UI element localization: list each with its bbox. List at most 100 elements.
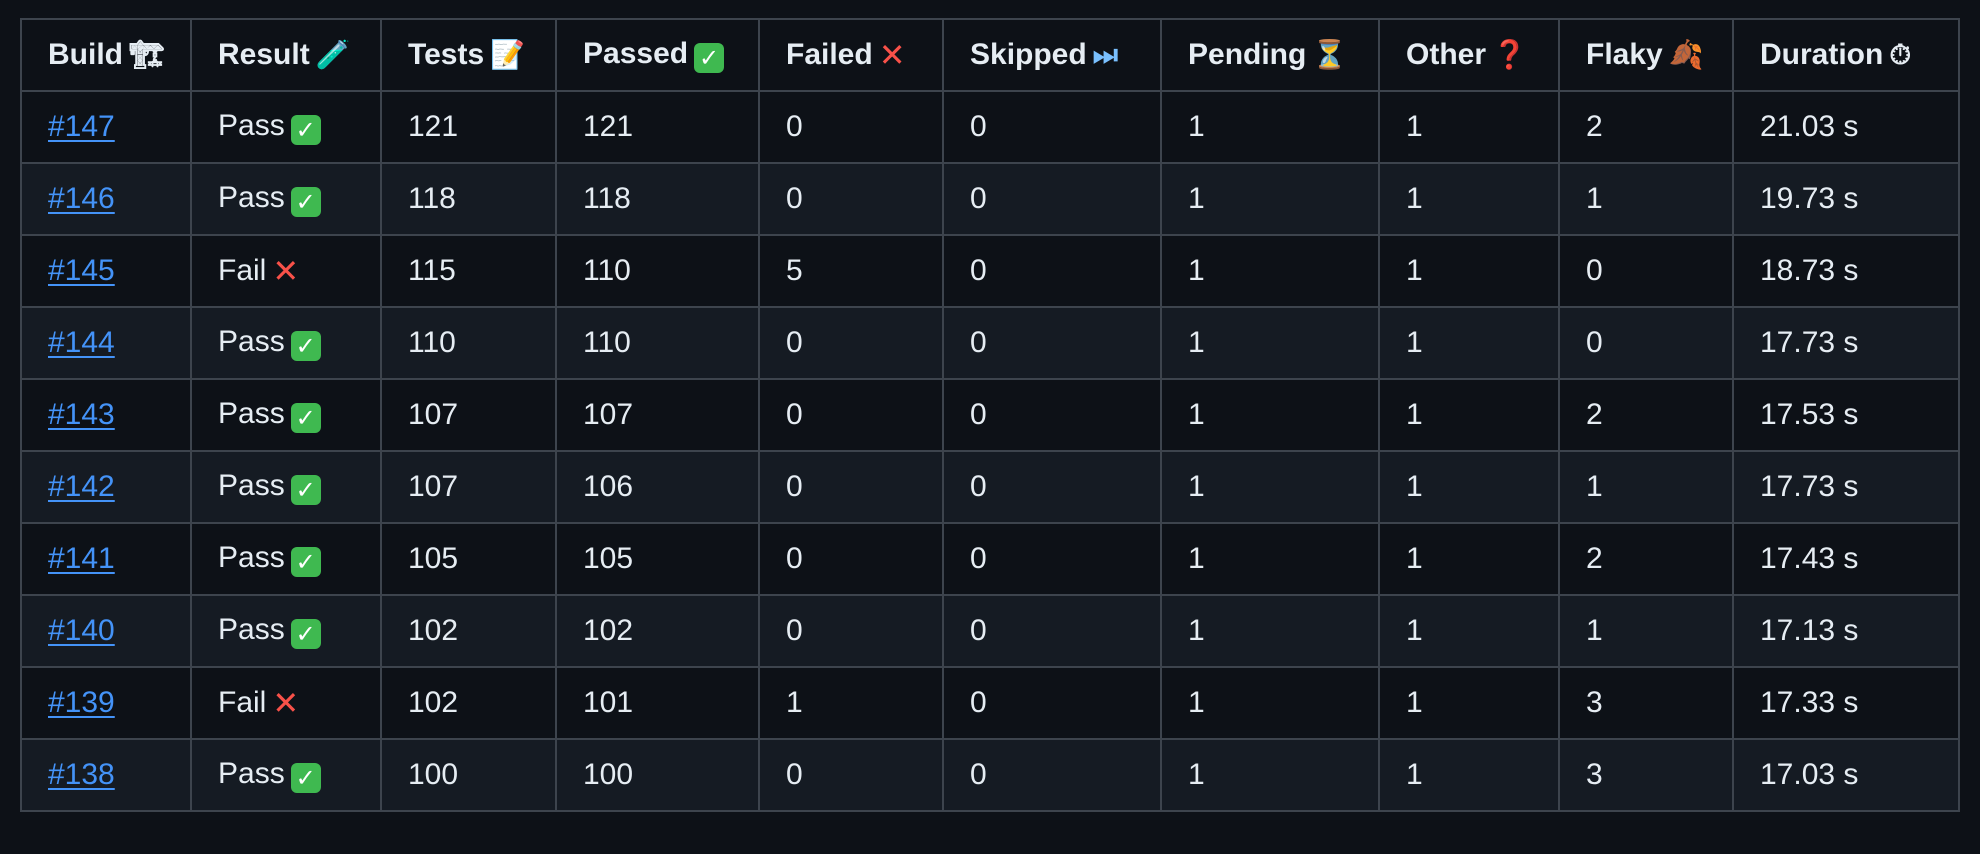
column-header-other: Other ❓ — [1378, 18, 1560, 92]
skipped-cell: 0 — [942, 378, 1162, 452]
pending-cell: 1 — [1160, 594, 1380, 668]
passed-cell: 110 — [555, 234, 760, 308]
build-cell: #139 — [20, 666, 192, 740]
pending-cell: 1 — [1160, 306, 1380, 380]
skipped-cell: 0 — [942, 306, 1162, 380]
column-label: Result — [218, 38, 310, 71]
result-label: Pass — [218, 325, 285, 358]
duration-cell: 18.73 s — [1732, 234, 1960, 308]
result-cell: Pass ✓ — [190, 522, 382, 596]
build-results-panel: Build 🏗 Result 🧪 Tests 📝 Passed ✓ Failed ✕ Sk… — [20, 18, 1960, 812]
failed-cell: 0 — [758, 378, 944, 452]
column-label: Failed — [786, 38, 873, 71]
build-link[interactable]: #147 — [48, 110, 115, 143]
table-row: #142 Pass ✓ 107 106 0 0 1 1 1 17.73 s — [20, 450, 1960, 524]
duration-cell: 17.13 s — [1732, 594, 1960, 668]
tests-cell: 115 — [380, 234, 557, 308]
column-header-failed: Failed ✕ — [758, 18, 944, 92]
build-link[interactable]: #141 — [48, 542, 115, 575]
hourglass-icon: ⏳ — [1312, 38, 1348, 71]
duration-cell: 17.03 s — [1732, 738, 1960, 812]
column-header-tests: Tests 📝 — [380, 18, 557, 92]
passed-cell: 101 — [555, 666, 760, 740]
build-link[interactable]: #146 — [48, 182, 115, 215]
column-header-build: Build 🏗 — [20, 18, 192, 92]
column-label: Flaky — [1586, 38, 1663, 71]
result-cell: Pass ✓ — [190, 306, 382, 380]
result-cell: Pass ✓ — [190, 162, 382, 236]
other-cell: 1 — [1378, 162, 1560, 236]
duration-cell: 17.43 s — [1732, 522, 1960, 596]
result-cell: Pass ✓ — [190, 450, 382, 524]
check-box-icon: ✓ — [694, 43, 725, 73]
result-label: Pass — [218, 469, 285, 502]
table-header: Build 🏗 Result 🧪 Tests 📝 Passed ✓ Failed ✕ Sk… — [20, 18, 1960, 92]
column-header-result: Result 🧪 — [190, 18, 382, 92]
other-cell: 1 — [1378, 450, 1560, 524]
column-label: Other — [1406, 38, 1487, 71]
other-cell: 1 — [1378, 234, 1560, 308]
failed-cell: 0 — [758, 738, 944, 812]
duration-cell: 17.53 s — [1732, 378, 1960, 452]
check-box-icon: ✓ — [290, 403, 321, 433]
skipped-cell: 0 — [942, 234, 1162, 308]
tests-cell: 105 — [380, 522, 557, 596]
failed-cell: 0 — [758, 450, 944, 524]
table-row: #143 Pass ✓ 107 107 0 0 1 1 2 17.53 s — [20, 378, 1960, 452]
table-row: #140 Pass ✓ 102 102 0 0 1 1 1 17.13 s — [20, 594, 1960, 668]
column-label: Tests — [408, 38, 485, 71]
build-results-table: Build 🏗 Result 🧪 Tests 📝 Passed ✓ Failed ✕ Sk… — [20, 18, 1960, 812]
flaky-cell: 0 — [1558, 306, 1734, 380]
build-link[interactable]: #144 — [48, 326, 115, 359]
pending-cell: 1 — [1160, 450, 1380, 524]
passed-cell: 107 — [555, 378, 760, 452]
build-cell: #145 — [20, 234, 192, 308]
flaky-cell: 3 — [1558, 738, 1734, 812]
passed-cell: 100 — [555, 738, 760, 812]
build-link[interactable]: #139 — [48, 686, 115, 719]
result-cell: Fail ✕ — [190, 666, 382, 740]
column-header-passed: Passed ✓ — [555, 18, 760, 92]
fast-forward-icon: ⏭ — [1092, 38, 1118, 71]
pending-cell: 1 — [1160, 90, 1380, 164]
tests-cell: 110 — [380, 306, 557, 380]
build-link[interactable]: #138 — [48, 758, 115, 791]
column-header-skipped: Skipped ⏭ — [942, 18, 1162, 92]
leaf-icon: 🍂 — [1668, 38, 1704, 71]
tests-cell: 102 — [380, 666, 557, 740]
pending-cell: 1 — [1160, 666, 1380, 740]
result-cell: Fail ✕ — [190, 234, 382, 308]
result-label: Pass — [218, 757, 285, 790]
result-label: Pass — [218, 181, 285, 214]
duration-cell: 17.33 s — [1732, 666, 1960, 740]
other-cell: 1 — [1378, 90, 1560, 164]
build-cell: #147 — [20, 90, 192, 164]
pending-cell: 1 — [1160, 234, 1380, 308]
tests-cell: 107 — [380, 450, 557, 524]
table-row: #147 Pass ✓ 121 121 0 0 1 1 2 21.03 s — [20, 90, 1960, 164]
column-label: Passed — [583, 37, 689, 70]
pending-cell: 1 — [1160, 162, 1380, 236]
build-cell: #140 — [20, 594, 192, 668]
build-link[interactable]: #145 — [48, 254, 115, 287]
result-label: Pass — [218, 613, 285, 646]
failed-cell: 0 — [758, 594, 944, 668]
check-box-icon: ✓ — [290, 475, 321, 505]
test-tube-icon: 🧪 — [315, 38, 351, 71]
table-row: #138 Pass ✓ 100 100 0 0 1 1 3 17.03 s — [20, 738, 1960, 812]
flaky-cell: 1 — [1558, 450, 1734, 524]
table-row: #141 Pass ✓ 105 105 0 0 1 1 2 17.43 s — [20, 522, 1960, 596]
check-box-icon: ✓ — [290, 115, 321, 145]
tests-cell: 102 — [380, 594, 557, 668]
build-link[interactable]: #143 — [48, 398, 115, 431]
skipped-cell: 0 — [942, 738, 1162, 812]
pending-cell: 1 — [1160, 378, 1380, 452]
result-label: Fail — [218, 254, 267, 287]
check-box-icon: ✓ — [290, 547, 321, 577]
flaky-cell: 0 — [1558, 234, 1734, 308]
other-cell: 1 — [1378, 666, 1560, 740]
build-link[interactable]: #140 — [48, 614, 115, 647]
build-link[interactable]: #142 — [48, 470, 115, 503]
flaky-cell: 2 — [1558, 378, 1734, 452]
